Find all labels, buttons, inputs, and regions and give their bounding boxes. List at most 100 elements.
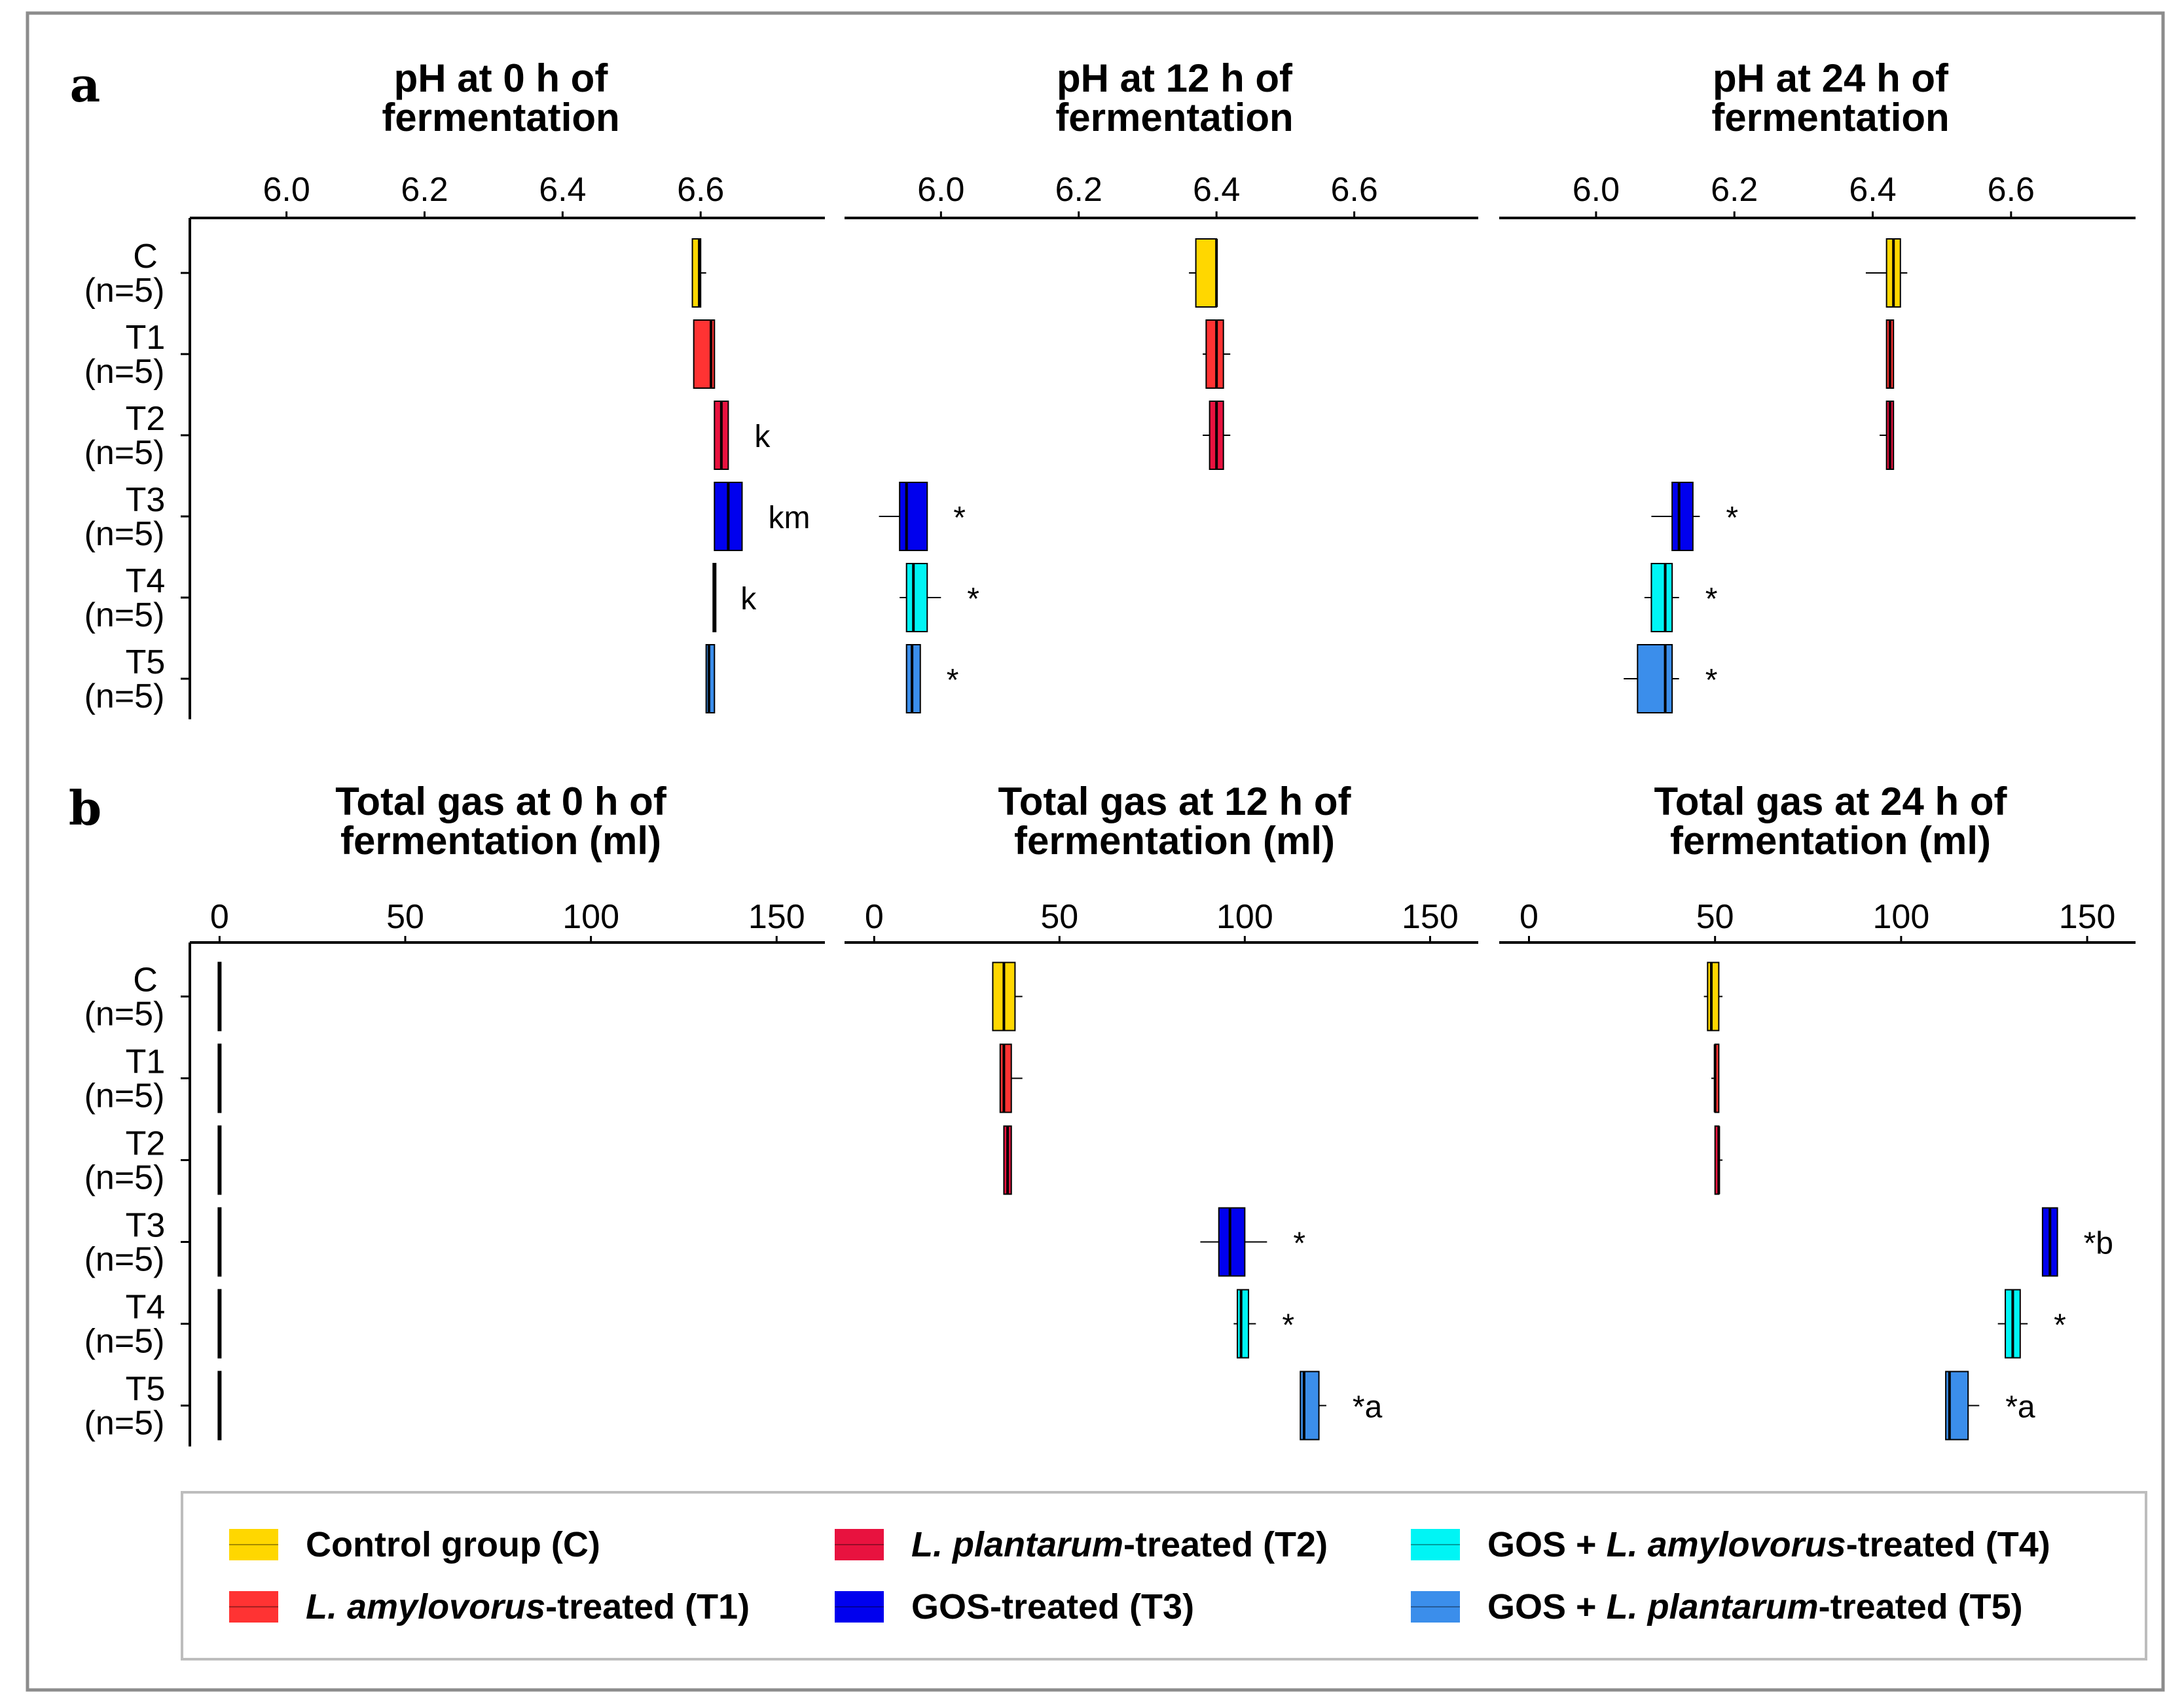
box-T3	[217, 1207, 222, 1277]
box-rect	[1671, 482, 1694, 551]
y-tick-label-n: (n=5)	[84, 1241, 165, 1279]
box-T5	[217, 1371, 222, 1441]
y-tick-label-group: C	[133, 238, 158, 276]
chart-title-line: pH at 12 h of	[1057, 56, 1293, 100]
chart-title-line: Total gas at 0 h of	[335, 780, 667, 823]
box-T2	[1003, 1125, 1012, 1195]
chart-title-line: fermentation	[382, 96, 619, 139]
panel-label-b: b	[69, 780, 101, 836]
legend-label: L. amylovorus-treated (T1)	[306, 1587, 750, 1626]
x-tick-label: 50	[386, 898, 424, 936]
legend-label-text: -treated (T2)	[1123, 1525, 1328, 1564]
x-tick-label: 0	[210, 898, 229, 936]
x-tick-label: 6.6	[1330, 171, 1377, 209]
box-C	[1189, 238, 1218, 308]
x-tick-label: 6.0	[917, 171, 964, 209]
y-tick-label-group: T5	[126, 643, 166, 681]
x-tick-label: 50	[1696, 898, 1734, 936]
box-rect	[705, 644, 716, 713]
legend-label-text: -treated (T1)	[545, 1587, 750, 1626]
box-T4: *	[1233, 1289, 1294, 1359]
legend-swatch	[229, 1529, 278, 1560]
y-tick-label-group: T4	[126, 1289, 166, 1327]
x-tick-label: 6.2	[401, 171, 448, 209]
x-tick-label: 6.0	[263, 171, 310, 209]
legend-label-text: -treated (T5)	[1819, 1587, 2023, 1626]
box-rect	[899, 482, 928, 551]
box-rect	[1650, 563, 1673, 632]
box-rect	[1637, 644, 1673, 713]
chart-title-line: pH at 24 h of	[1713, 56, 1949, 100]
chart-title-line: fermentation	[1055, 96, 1293, 139]
x-tick-label: 50	[1040, 898, 1078, 936]
y-tick-label-n: (n=5)	[84, 272, 165, 310]
box-T2: k	[714, 401, 771, 470]
significance-annotation: *	[2054, 1308, 2066, 1343]
box-rect	[905, 644, 921, 713]
x-tick-label: 6.2	[1711, 171, 1758, 209]
legend-label: GOS-treated (T3)	[911, 1587, 1194, 1626]
x-tick-label: 100	[562, 898, 619, 936]
legend-swatch	[1411, 1591, 1460, 1623]
legend-label: GOS + L. amylovorus-treated (T4)	[1487, 1525, 2050, 1564]
y-tick-label-n: (n=5)	[84, 515, 165, 553]
box-T2	[1714, 1125, 1723, 1195]
box-T1	[217, 1043, 222, 1113]
y-tick-label-n: (n=5)	[84, 677, 165, 715]
box-T4: *	[1644, 563, 1717, 632]
significance-annotation: k	[754, 420, 771, 454]
significance-annotation: km	[768, 501, 810, 535]
significance-annotation: *	[1726, 501, 1738, 535]
y-tick-label-n: (n=5)	[84, 1323, 165, 1361]
significance-annotation: *	[1282, 1308, 1294, 1343]
chart-title-line: Total gas at 24 h of	[1654, 780, 2008, 823]
legend-item-T5: GOS + L. plantarum-treated (T5)	[1411, 1587, 2023, 1626]
chart-title-line: pH at 0 h of	[394, 56, 609, 100]
legend-label-italic: L. plantarum	[1607, 1587, 1819, 1626]
box-T3: *b	[2041, 1207, 2113, 1277]
box-T5: *	[1624, 644, 1717, 713]
box-rect	[1195, 238, 1218, 308]
legend-swatch	[835, 1529, 884, 1560]
y-tick-label-group: C	[133, 961, 158, 999]
x-tick-label: 150	[1402, 898, 1459, 936]
box-C	[1703, 961, 1723, 1032]
box-rect	[905, 563, 928, 632]
box-C	[691, 238, 706, 308]
chart-title-line: fermentation (ml)	[340, 819, 661, 863]
box-rect	[1218, 1207, 1246, 1277]
x-tick-label: 150	[2059, 898, 2116, 936]
y-tick-label-n: (n=5)	[84, 353, 165, 391]
legend: Control group (C) L. amylovorus-treated (…	[181, 1491, 2147, 1660]
x-tick-label: 6.6	[1988, 171, 2035, 209]
legend-swatch	[835, 1591, 884, 1623]
box-T5: *a	[1945, 1371, 2035, 1441]
y-tick-label-group: T1	[126, 1043, 166, 1081]
box-rect	[1707, 961, 1720, 1032]
y-tick-label-n: (n=5)	[84, 1077, 165, 1115]
y-tick-label-group: T3	[126, 481, 166, 519]
box-T5: *a	[1300, 1371, 1383, 1441]
box-T1	[1203, 319, 1231, 389]
legend-item-T2: L. plantarum-treated (T2)	[835, 1525, 1328, 1564]
box-T2	[217, 1125, 222, 1195]
significance-annotation: *a	[2005, 1390, 2035, 1425]
legend-label-text: GOS-treated (T3)	[911, 1587, 1194, 1626]
box-C	[1865, 238, 1908, 308]
significance-annotation: k	[740, 582, 757, 617]
box-T3: *	[1651, 482, 1738, 551]
box-T1	[1711, 1043, 1720, 1113]
x-tick-label: 150	[748, 898, 805, 936]
significance-annotation: *	[953, 501, 966, 535]
y-tick-label-n: (n=5)	[84, 996, 165, 1033]
significance-annotation: *a	[1353, 1390, 1383, 1425]
box-T1	[1885, 319, 1895, 389]
legend-label: Control group (C)	[306, 1525, 600, 1564]
box-T3: *	[1200, 1207, 1305, 1277]
